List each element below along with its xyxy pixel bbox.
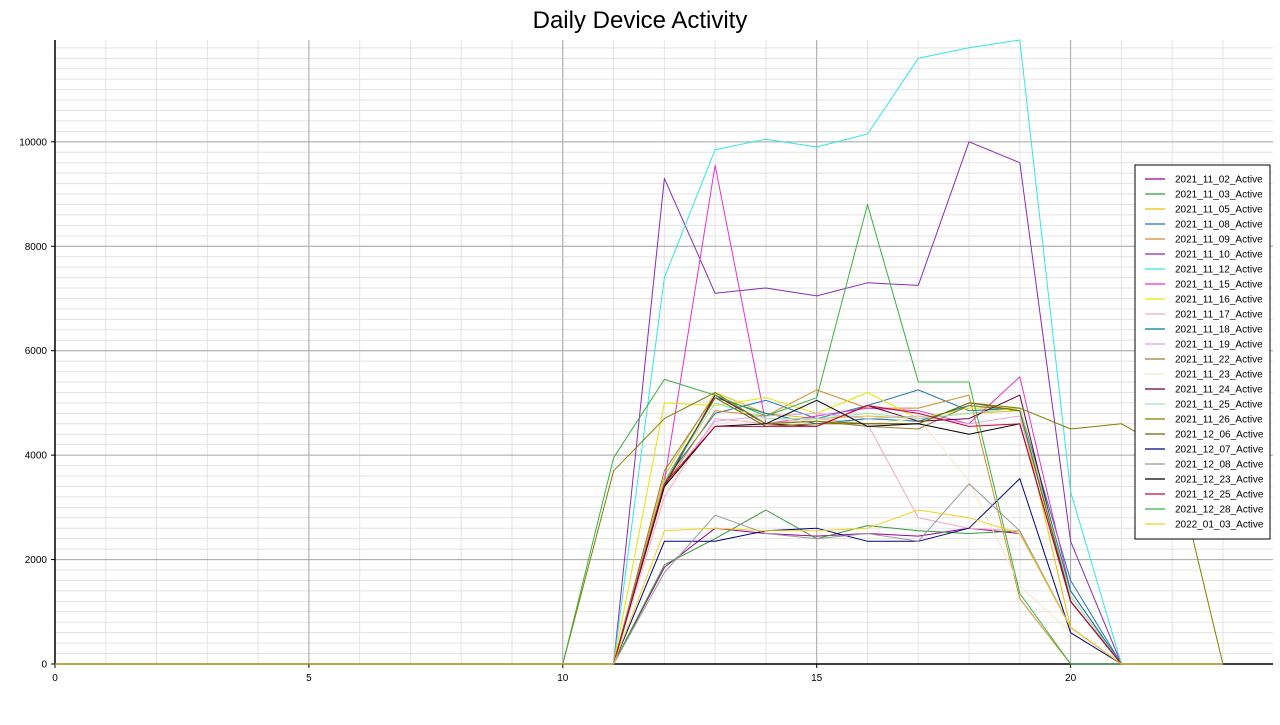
y-tick-label: 10000 <box>19 137 47 148</box>
legend-label: 2021_12_28_Active <box>1175 505 1264 516</box>
legend-label: 2021_11_23_Active <box>1175 370 1263 381</box>
legend: 2021_11_02_Active 2021_11_03_Active 2021_1… <box>1134 164 1271 540</box>
legend-label: 2021_11_02_Active <box>1175 175 1263 186</box>
legend-box <box>1134 164 1271 540</box>
x-tick-label: 5 <box>306 673 312 684</box>
legend-label: 2021_11_26_Active <box>1175 415 1263 426</box>
x-axis-ticks: 0 5 10 15 20 <box>52 664 1077 684</box>
legend-label: 2021_11_10_Active <box>1175 250 1263 261</box>
legend-label: 2021_11_22_Active <box>1175 355 1263 366</box>
legend-label: 2021_12_06_Active <box>1175 430 1264 441</box>
chart-title: Daily Device Activity <box>533 7 748 34</box>
legend-label: 2021_11_25_Active <box>1175 400 1263 411</box>
legend-label: 2021_11_17_Active <box>1175 310 1263 321</box>
legend-label: 2021_11_18_Active <box>1175 325 1263 336</box>
legend-label: 2021_11_24_Active <box>1175 385 1263 396</box>
x-tick-label: 10 <box>557 673 569 684</box>
legend-label: 2021_11_15_Active <box>1175 280 1263 291</box>
x-tick-label: 0 <box>52 673 58 684</box>
legend-label: 2021_11_03_Active <box>1175 190 1263 201</box>
y-tick-label: 0 <box>41 660 47 671</box>
legend-label: 2021_12_07_Active <box>1175 445 1264 456</box>
y-tick-label: 2000 <box>25 555 48 566</box>
legend-label: 2021_12_25_Active <box>1175 490 1264 501</box>
legend-label: 2021_11_12_Active <box>1175 265 1263 276</box>
legend-label: 2021_11_05_Active <box>1175 205 1263 216</box>
series-line-2022_01_03_Active <box>55 509 1223 665</box>
legend-label: 2021_11_08_Active <box>1175 220 1263 231</box>
x-tick-label: 15 <box>811 673 823 684</box>
y-tick-label: 6000 <box>25 346 48 357</box>
series-lines <box>55 39 1224 665</box>
y-tick-label: 4000 <box>25 451 48 462</box>
legend-label: 2021_12_08_Active <box>1175 460 1264 471</box>
y-axis-ticks: 0 2000 4000 6000 8000 10000 <box>19 137 55 671</box>
y-tick-label: 8000 <box>25 242 48 253</box>
x-tick-label: 20 <box>1065 673 1077 684</box>
legend-label: 2021_12_23_Active <box>1175 475 1264 486</box>
legend-label: 2022_01_03_Active <box>1175 520 1264 531</box>
legend-label: 2021_11_19_Active <box>1175 340 1263 351</box>
legend-label: 2021_11_16_Active <box>1175 295 1263 306</box>
legend-label: 2021_11_09_Active <box>1175 235 1263 246</box>
